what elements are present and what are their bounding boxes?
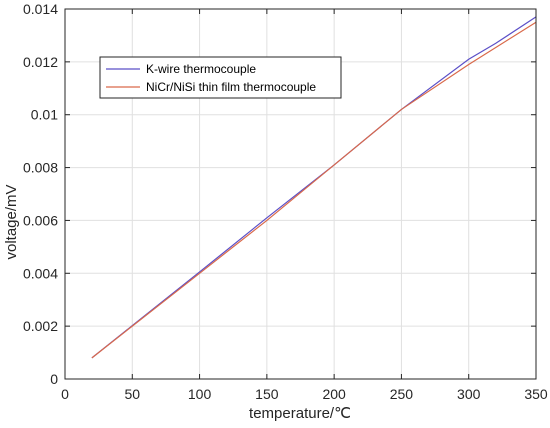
- legend-box: [99, 56, 342, 99]
- y-tick-label: 0.008: [23, 160, 58, 176]
- x-tick-label: 250: [390, 386, 414, 402]
- y-tick-label: 0.006: [23, 212, 58, 228]
- y-tick-label: 0: [50, 371, 58, 387]
- legend: K-wire thermocouple NiCr/NiSi thin film t…: [99, 56, 342, 99]
- x-tick-label: 50: [124, 386, 140, 402]
- x-axis-label: temperature/℃: [249, 405, 351, 422]
- x-tick-label: 350: [524, 386, 548, 402]
- y-tick-label: 0.004: [23, 265, 58, 281]
- y-axis-ticks: 0 0.002 0.004 0.006 0.008 0.01 0.012 0.014: [23, 1, 536, 387]
- x-axis-ticks: 0 50 100 150 200 250 300 350: [61, 9, 548, 402]
- legend-label-1: K-wire thermocouple: [146, 62, 256, 76]
- x-tick-label: 150: [255, 386, 279, 402]
- legend-label-2: NiCr/NiSi thin film thermocouple: [146, 80, 316, 94]
- x-tick-label: 100: [188, 386, 212, 402]
- y-tick-label: 0.01: [31, 107, 58, 123]
- x-tick-label: 200: [322, 386, 346, 402]
- y-tick-label: 0.012: [23, 54, 58, 70]
- y-tick-label: 0.014: [23, 1, 58, 17]
- y-tick-label: 0.002: [23, 318, 58, 334]
- grid-lines: [64, 8, 537, 380]
- x-tick-label: 300: [457, 386, 481, 402]
- x-tick-label: 0: [61, 386, 69, 402]
- series-layer: [91, 16, 537, 359]
- y-axis-label: voltage/mV: [3, 184, 20, 259]
- series-line-2: [91, 21, 537, 359]
- plot-frame: [64, 8, 537, 380]
